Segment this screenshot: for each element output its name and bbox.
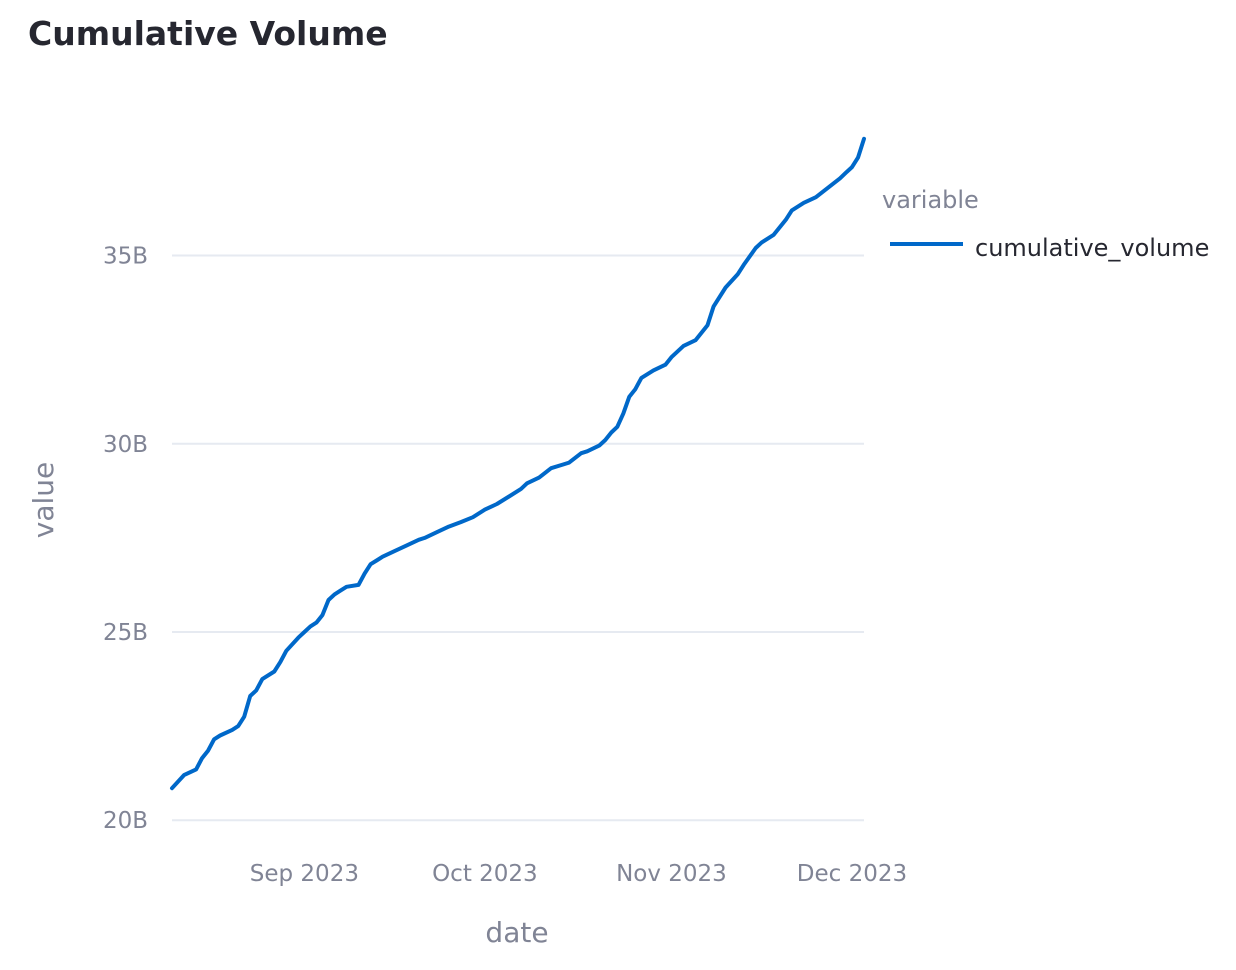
- x-tick-label: Dec 2023: [797, 861, 907, 887]
- y-axis-title: value: [27, 462, 60, 538]
- data-point[interactable]: [378, 552, 388, 562]
- data-point[interactable]: [179, 770, 189, 780]
- data-point[interactable]: [648, 365, 658, 375]
- legend-title: variable: [882, 186, 979, 214]
- data-point[interactable]: [546, 463, 556, 473]
- y-tick-label: 25B: [103, 620, 148, 646]
- data-point[interactable]: [781, 215, 791, 225]
- data-point[interactable]: [859, 134, 869, 144]
- data-point[interactable]: [847, 162, 857, 172]
- data-point[interactable]: [420, 533, 430, 543]
- data-point[interactable]: [612, 422, 622, 432]
- data-point[interactable]: [534, 473, 544, 483]
- x-tick-label: Nov 2023: [616, 861, 727, 887]
- data-point[interactable]: [709, 301, 719, 311]
- data-point[interactable]: [203, 746, 213, 756]
- data-point[interactable]: [739, 260, 749, 270]
- data-point[interactable]: [666, 352, 676, 362]
- data-point[interactable]: [564, 458, 574, 468]
- data-point[interactable]: [811, 192, 821, 202]
- data-point[interactable]: [342, 582, 352, 592]
- data-point[interactable]: [281, 646, 291, 656]
- y-tick-label: 20B: [103, 808, 148, 834]
- data-point[interactable]: [390, 546, 400, 556]
- data-point[interactable]: [239, 712, 249, 722]
- data-point[interactable]: [678, 341, 688, 351]
- legend[interactable]: variable cumulative_volume: [882, 186, 1209, 262]
- data-point[interactable]: [233, 721, 243, 731]
- data-point[interactable]: [360, 569, 370, 579]
- data-point[interactable]: [468, 512, 478, 522]
- data-point[interactable]: [636, 373, 646, 383]
- data-point[interactable]: [757, 237, 767, 247]
- data-point[interactable]: [317, 610, 327, 620]
- data-point[interactable]: [456, 517, 466, 527]
- data-point[interactable]: [402, 540, 412, 550]
- data-point[interactable]: [480, 505, 490, 515]
- y-tick-label: 35B: [103, 244, 148, 270]
- data-point[interactable]: [257, 674, 267, 684]
- data-point[interactable]: [251, 685, 261, 695]
- data-point[interactable]: [215, 731, 225, 741]
- data-point[interactable]: [823, 183, 833, 193]
- data-point[interactable]: [787, 205, 797, 215]
- series-line-cumulative-volume[interactable]: [170, 136, 866, 791]
- plot-area[interactable]: [167, 134, 869, 793]
- data-point[interactable]: [721, 283, 731, 293]
- data-point[interactable]: [733, 269, 743, 279]
- data-point[interactable]: [522, 478, 532, 488]
- x-tick-label: Sep 2023: [250, 861, 359, 887]
- y-axis-ticks: 20B 25B 30B 35B: [103, 244, 148, 835]
- y-tick-label: 30B: [103, 432, 148, 458]
- data-point[interactable]: [432, 527, 442, 537]
- gridlines: [172, 254, 864, 822]
- data-point[interactable]: [853, 153, 863, 163]
- chart-title: Cumulative Volume: [28, 14, 388, 53]
- legend-label-cumulative-volume[interactable]: cumulative_volume: [975, 234, 1209, 262]
- data-point[interactable]: [703, 320, 713, 330]
- data-point[interactable]: [354, 580, 364, 590]
- data-point[interactable]: [618, 409, 628, 419]
- data-point[interactable]: [191, 764, 201, 774]
- data-point[interactable]: [504, 491, 514, 501]
- data-point[interactable]: [769, 230, 779, 240]
- data-point[interactable]: [799, 198, 809, 208]
- data-point[interactable]: [167, 783, 177, 793]
- x-axis-title: date: [485, 916, 548, 949]
- data-point[interactable]: [444, 522, 454, 532]
- data-point[interactable]: [582, 446, 592, 456]
- x-axis-ticks: Sep 2023 Oct 2023 Nov 2023 Dec 2023: [250, 861, 907, 887]
- data-point[interactable]: [269, 667, 279, 677]
- data-point[interactable]: [492, 499, 502, 509]
- x-tick-label: Oct 2023: [432, 861, 538, 887]
- data-point[interactable]: [275, 657, 285, 667]
- data-point[interactable]: [630, 384, 640, 394]
